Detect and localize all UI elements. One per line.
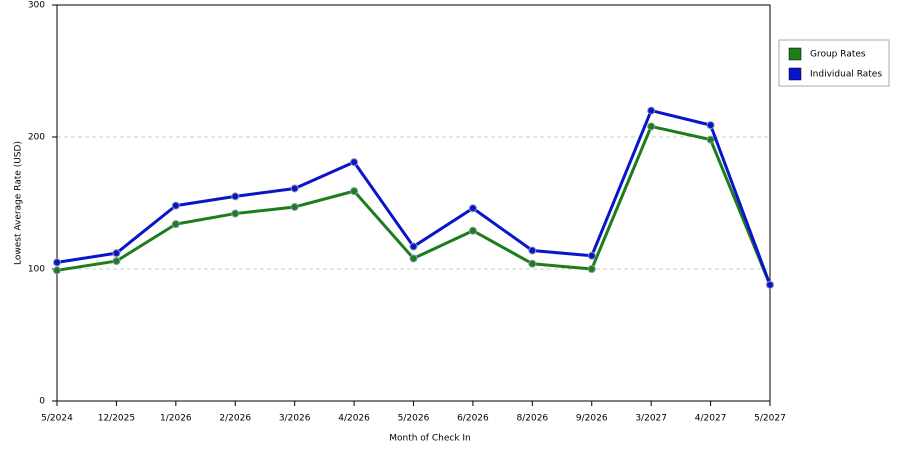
data-point xyxy=(468,204,477,213)
data-point xyxy=(647,122,656,131)
data-point xyxy=(528,246,537,255)
y-tick-label: 200 xyxy=(28,133,45,143)
data-point xyxy=(587,251,596,260)
data-point xyxy=(231,209,240,218)
data-point xyxy=(350,158,359,167)
data-point xyxy=(350,187,359,196)
y-axis-label: Lowest Average Rate (USD) xyxy=(14,141,24,265)
plot-frame xyxy=(56,4,771,402)
x-tick-label: 9/2026 xyxy=(576,414,608,424)
data-point xyxy=(706,121,715,130)
x-tick-label: 8/2026 xyxy=(516,414,548,424)
x-axis-label: Month of Check In xyxy=(389,434,471,444)
data-point xyxy=(290,184,299,193)
x-tick-label: 5/2027 xyxy=(754,414,786,424)
data-point xyxy=(587,265,596,273)
data-point xyxy=(171,220,180,229)
x-tick-label: 4/2027 xyxy=(695,414,727,424)
legend-label: Individual Rates xyxy=(810,70,882,80)
data-point xyxy=(171,201,180,210)
data-point xyxy=(528,259,537,268)
legend-label: Group Rates xyxy=(810,50,866,60)
data-point xyxy=(53,258,61,267)
data-point xyxy=(112,249,121,258)
x-tick-label: 3/2026 xyxy=(279,414,311,424)
x-tick-label: 3/2027 xyxy=(635,414,667,424)
legend-swatch xyxy=(788,47,802,61)
x-tick-label: 1/2026 xyxy=(160,414,192,424)
legend-swatch xyxy=(788,67,802,81)
x-tick-label: 12/2025 xyxy=(98,414,135,424)
y-tick-label: 0 xyxy=(39,397,45,407)
data-point xyxy=(231,192,240,201)
data-point xyxy=(468,226,477,235)
x-tick-label: 6/2026 xyxy=(457,414,489,424)
y-tick-label: 100 xyxy=(28,265,45,275)
data-point xyxy=(706,135,715,144)
x-tick-label: 5/2026 xyxy=(398,414,430,424)
x-tick-label: 5/2024 xyxy=(41,414,73,424)
x-tick-label: 2/2026 xyxy=(219,414,251,424)
data-point xyxy=(647,106,656,115)
data-point xyxy=(409,242,418,251)
data-point xyxy=(53,266,61,275)
data-point xyxy=(290,202,299,211)
data-point xyxy=(766,280,774,289)
data-point xyxy=(409,254,418,263)
y-tick-label: 300 xyxy=(28,1,45,11)
x-tick-label: 4/2026 xyxy=(338,414,370,424)
data-point xyxy=(112,257,121,266)
